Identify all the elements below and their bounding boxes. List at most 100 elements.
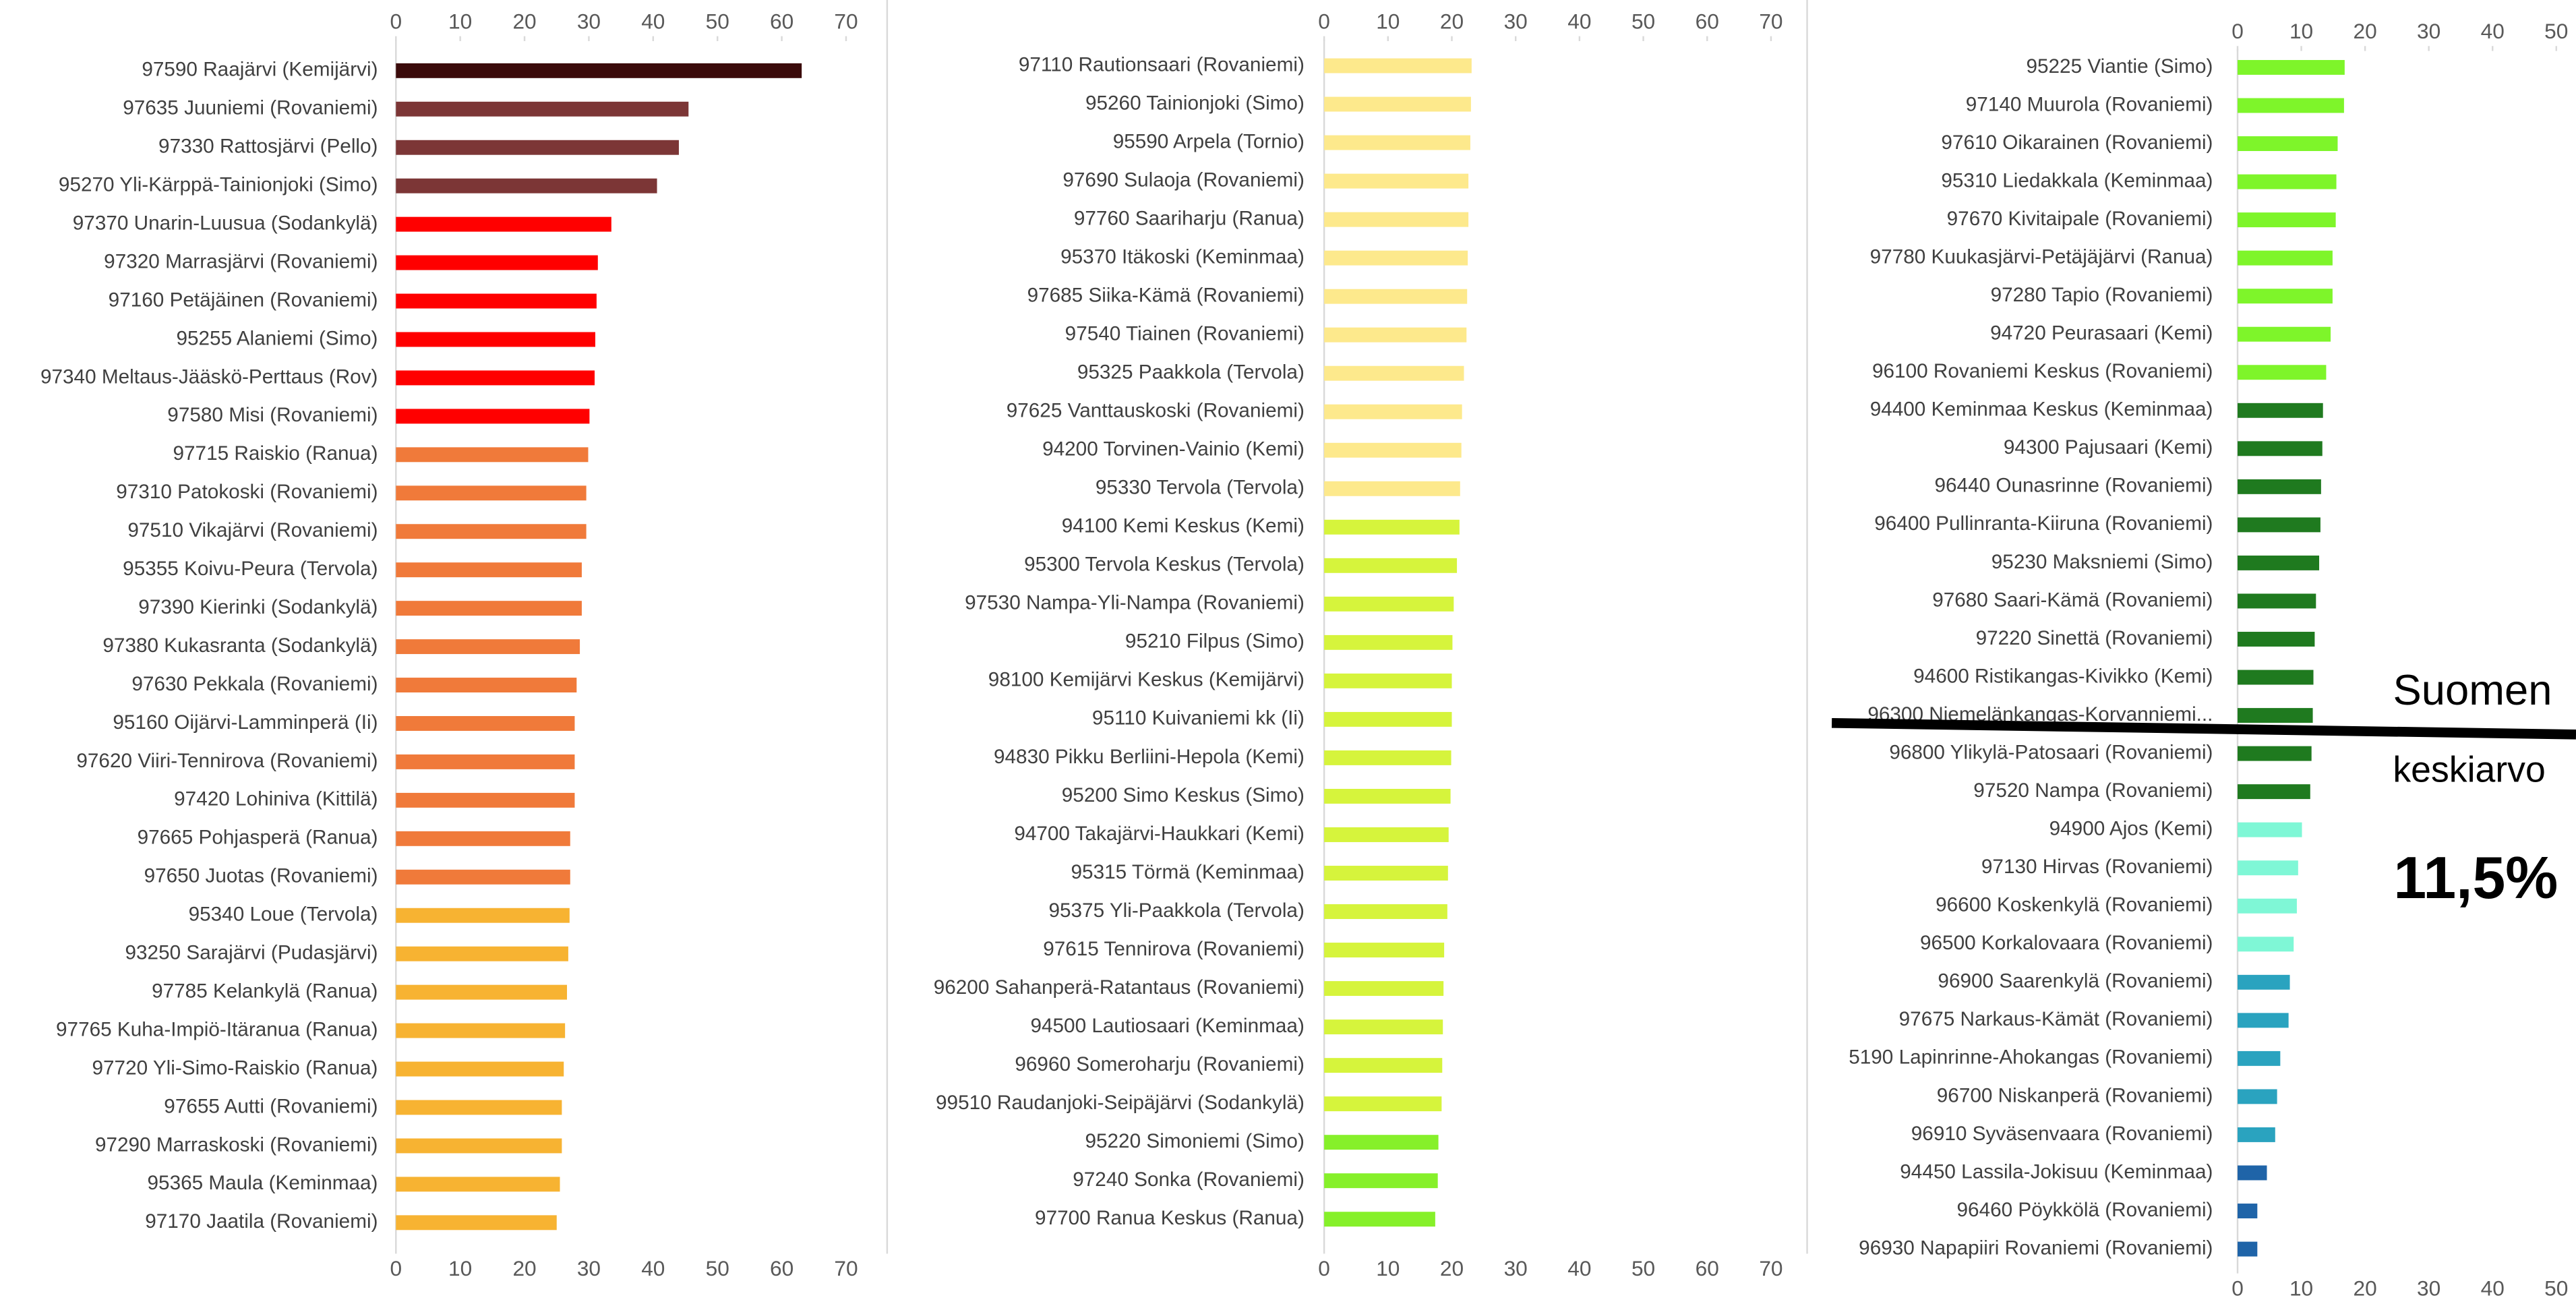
bar bbox=[1324, 1173, 1438, 1189]
bar bbox=[1324, 96, 1471, 112]
bar bbox=[396, 562, 582, 578]
category-label: 97765 Kuha-Impiö-Itäranua (Ranua) bbox=[56, 1018, 378, 1040]
category-label: 5190 Lapinrinne-Ahokangas (Rovaniemi) bbox=[1849, 1046, 2213, 1069]
x-tick-label: 30 bbox=[1504, 9, 1528, 34]
bar bbox=[1324, 904, 1447, 919]
category-label: 95160 Oijärvi-Lamminperä (Ii) bbox=[113, 711, 378, 734]
bar bbox=[396, 447, 589, 463]
category-label: 97635 Juuniemi (Rovaniemi) bbox=[123, 97, 378, 119]
bar bbox=[396, 524, 587, 539]
bar bbox=[2238, 365, 2327, 380]
bar bbox=[2238, 212, 2336, 228]
bar bbox=[2238, 1050, 2281, 1066]
category-label: 97625 Vanttauskoski (Rovaniemi) bbox=[1007, 400, 1305, 422]
bar bbox=[2238, 59, 2345, 75]
bar bbox=[2238, 1204, 2258, 1218]
x-tick-label: 0 bbox=[390, 9, 402, 34]
bar bbox=[396, 831, 570, 846]
bar bbox=[396, 178, 657, 194]
x-tick-label: 50 bbox=[2544, 19, 2568, 43]
bar bbox=[2238, 746, 2312, 761]
category-label: 97530 Nampa-Yli-Nampa (Rovaniemi) bbox=[965, 592, 1305, 614]
category-label: 97675 Narkaus-Kämät (Rovaniemi) bbox=[1899, 1008, 2213, 1030]
category-label: 94900 Ajos (Kemi) bbox=[2049, 818, 2213, 840]
category-label: 94700 Takajärvi-Haukkari (Kemi) bbox=[1014, 823, 1305, 845]
category-label: 97720 Yli-Simo-Raiskio (Ranua) bbox=[92, 1057, 378, 1079]
x-tick-label: 30 bbox=[2417, 19, 2440, 43]
average-line bbox=[1831, 717, 2576, 740]
bar bbox=[2238, 898, 2297, 914]
bar bbox=[2238, 250, 2333, 266]
x-tick-label: 10 bbox=[1376, 9, 1400, 34]
bar bbox=[1324, 634, 1453, 650]
bar bbox=[1324, 981, 1444, 997]
bar bbox=[1324, 1019, 1443, 1035]
category-label: 97130 Hirvas (Rovaniemi) bbox=[1981, 856, 2213, 878]
category-label: 98100 Kemijärvi Keskus (Kemijärvi) bbox=[988, 669, 1305, 691]
x-tick-label: 50 bbox=[2544, 1276, 2568, 1300]
bar bbox=[2238, 555, 2320, 570]
x-tick-label: 60 bbox=[770, 1256, 793, 1280]
x-tick-label: 20 bbox=[2353, 19, 2376, 43]
bar bbox=[2238, 403, 2323, 418]
bar bbox=[2238, 441, 2323, 456]
bar bbox=[2238, 670, 2314, 685]
bar bbox=[396, 908, 570, 923]
bar bbox=[396, 869, 570, 885]
category-label: 93250 Sarajärvi (Pudasjärvi) bbox=[125, 942, 378, 964]
x-tick-label: 70 bbox=[834, 9, 858, 34]
category-label: 97510 Vikajärvi (Rovaniemi) bbox=[127, 519, 378, 541]
bar bbox=[2238, 974, 2290, 990]
category-label: 97370 Unarin-Luusua (Sodankylä) bbox=[73, 212, 378, 234]
category-label: 97110 Rautionsaari (Rovaniemi) bbox=[1019, 53, 1305, 76]
category-label: 95325 Paakkola (Tervola) bbox=[1077, 361, 1305, 384]
bar bbox=[1324, 327, 1467, 343]
category-label: 97760 Saariharju (Ranua) bbox=[1074, 207, 1305, 229]
bar bbox=[396, 639, 580, 655]
category-label: 97670 Kivitaipale (Rovaniemi) bbox=[1947, 208, 2213, 230]
category-label: 95220 Simoniemi (Simo) bbox=[1085, 1130, 1304, 1152]
bar bbox=[1324, 827, 1449, 842]
category-label: 95340 Loue (Tervola) bbox=[189, 903, 378, 926]
x-tick-label: 50 bbox=[706, 9, 729, 34]
category-label: 97715 Raiskio (Ranua) bbox=[173, 442, 378, 465]
bar bbox=[396, 485, 587, 501]
x-tick-label: 70 bbox=[1759, 9, 1783, 34]
bar bbox=[1324, 1212, 1435, 1227]
annotation: 11,5% bbox=[2393, 845, 2558, 911]
category-label: 97240 Sonka (Rovaniemi) bbox=[1073, 1168, 1305, 1191]
category-label: 96440 Ounasrinne (Rovaniemi) bbox=[1934, 475, 2213, 497]
category-label: 97665 Pohjasperä (Ranua) bbox=[138, 827, 378, 849]
category-label: 97220 Sinettä (Rovaniemi) bbox=[1976, 627, 2213, 649]
category-label: 95270 Yli-Kärppä-Tainionjoki (Simo) bbox=[59, 174, 378, 196]
bar bbox=[2238, 708, 2313, 723]
category-label: 97540 Tiainen (Rovaniemi) bbox=[1065, 323, 1305, 345]
x-tick-label: 0 bbox=[1318, 1256, 1330, 1280]
category-label: 97700 Ranua Keskus (Ranua) bbox=[1035, 1207, 1305, 1229]
category-label: 97580 Misi (Rovaniemi) bbox=[167, 404, 378, 426]
category-label: 94100 Kemi Keskus (Kemi) bbox=[1062, 515, 1305, 537]
x-tick-label: 10 bbox=[448, 9, 472, 34]
bar bbox=[2238, 784, 2310, 800]
x-tick-label: 30 bbox=[577, 1256, 601, 1280]
bar bbox=[396, 63, 802, 78]
x-tick-label: 40 bbox=[2481, 19, 2505, 43]
bar bbox=[396, 601, 582, 616]
category-label: 95365 Maula (Keminmaa) bbox=[148, 1172, 378, 1194]
bar bbox=[2238, 1013, 2289, 1028]
category-label: 97140 Muurola (Rovaniemi) bbox=[1966, 93, 2213, 115]
bar bbox=[396, 293, 597, 309]
x-tick-label: 10 bbox=[2289, 1276, 2313, 1300]
bar bbox=[2238, 1241, 2258, 1257]
x-tick-label: 0 bbox=[1318, 9, 1330, 34]
bar bbox=[2238, 289, 2333, 304]
category-label: 96500 Korkalovaara (Rovaniemi) bbox=[1920, 932, 2213, 954]
bar bbox=[1324, 1058, 1443, 1073]
category-label: 97785 Kelankylä (Ranua) bbox=[152, 980, 378, 1002]
category-label: 96200 Sahanperä-Ratantaus (Rovaniemi) bbox=[934, 976, 1305, 999]
category-label: 95260 Tainionjoki (Simo) bbox=[1085, 92, 1305, 114]
x-tick-label: 40 bbox=[641, 1256, 665, 1280]
category-label: 95315 Törmä (Keminmaa) bbox=[1071, 861, 1305, 883]
